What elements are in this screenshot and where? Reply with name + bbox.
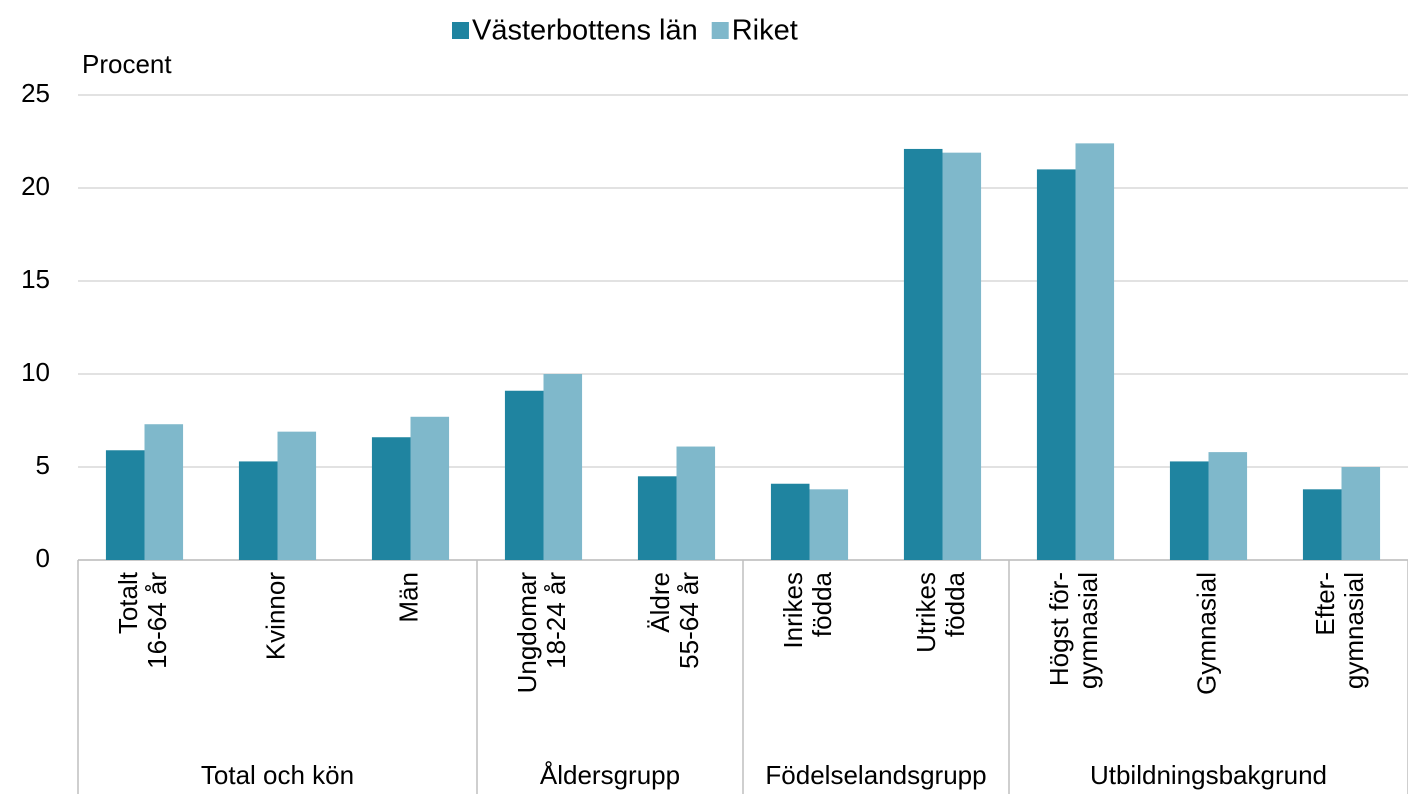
bar — [1075, 143, 1115, 561]
y-tick-label: 5 — [36, 450, 50, 480]
x-tick-label: Män — [393, 572, 423, 623]
bar — [410, 416, 450, 560]
x-tick-label: Inrikes — [778, 572, 808, 649]
bar — [637, 476, 677, 560]
bar — [504, 390, 544, 560]
bar — [809, 489, 849, 560]
bar — [543, 374, 583, 560]
x-tick-label: Efter- — [1310, 572, 1340, 636]
x-tick-label: Högst för- — [1044, 572, 1074, 686]
x-tick-label: födda — [807, 571, 837, 637]
y-tick-label: 25 — [21, 78, 50, 108]
bar — [1341, 467, 1381, 560]
x-tick-label: Utrikes — [911, 572, 941, 653]
legend-label: Västerbottens län — [472, 15, 698, 47]
legend-swatch — [452, 22, 469, 39]
x-tick-label: Kvinnor — [260, 572, 290, 660]
y-axis-title: Procent — [82, 49, 172, 79]
x-tick-label: gymnasial — [1073, 572, 1103, 689]
y-tick-label: 10 — [21, 357, 50, 387]
bar — [1169, 461, 1209, 560]
y-tick-label: 20 — [21, 171, 50, 201]
bar — [144, 424, 184, 560]
group-label: Åldersgrupp — [540, 760, 680, 790]
bar — [942, 152, 982, 560]
x-tick-label: Totalt — [113, 571, 143, 634]
x-tick-label: 16-64 år — [142, 572, 172, 669]
x-tick-label: Ungdomar — [512, 572, 542, 694]
y-tick-label: 15 — [21, 264, 50, 294]
bar — [1036, 169, 1076, 560]
x-tick-label: 55-64 år — [674, 572, 704, 669]
bar — [770, 483, 810, 560]
bar — [1208, 452, 1248, 560]
bar — [903, 148, 943, 560]
x-tick-label: Gymnasial — [1191, 572, 1221, 695]
legend-label: Riket — [732, 15, 798, 47]
bar — [277, 431, 317, 560]
bar — [105, 450, 145, 560]
group-label: Total och kön — [201, 760, 354, 790]
group-label: Utbildningsbakgrund — [1090, 760, 1327, 790]
x-tick-label: 18-24 år — [541, 572, 571, 669]
group-label: Födelselandsgrupp — [765, 760, 986, 790]
bar — [238, 461, 278, 560]
bar — [371, 437, 411, 560]
bar — [676, 446, 716, 560]
x-tick-label: Äldre — [645, 572, 675, 633]
x-tick-label: födda — [940, 571, 970, 637]
y-tick-label: 0 — [36, 543, 50, 573]
x-tick-label: gymnasial — [1339, 572, 1369, 689]
legend-swatch — [711, 22, 729, 39]
bar — [1302, 489, 1342, 560]
